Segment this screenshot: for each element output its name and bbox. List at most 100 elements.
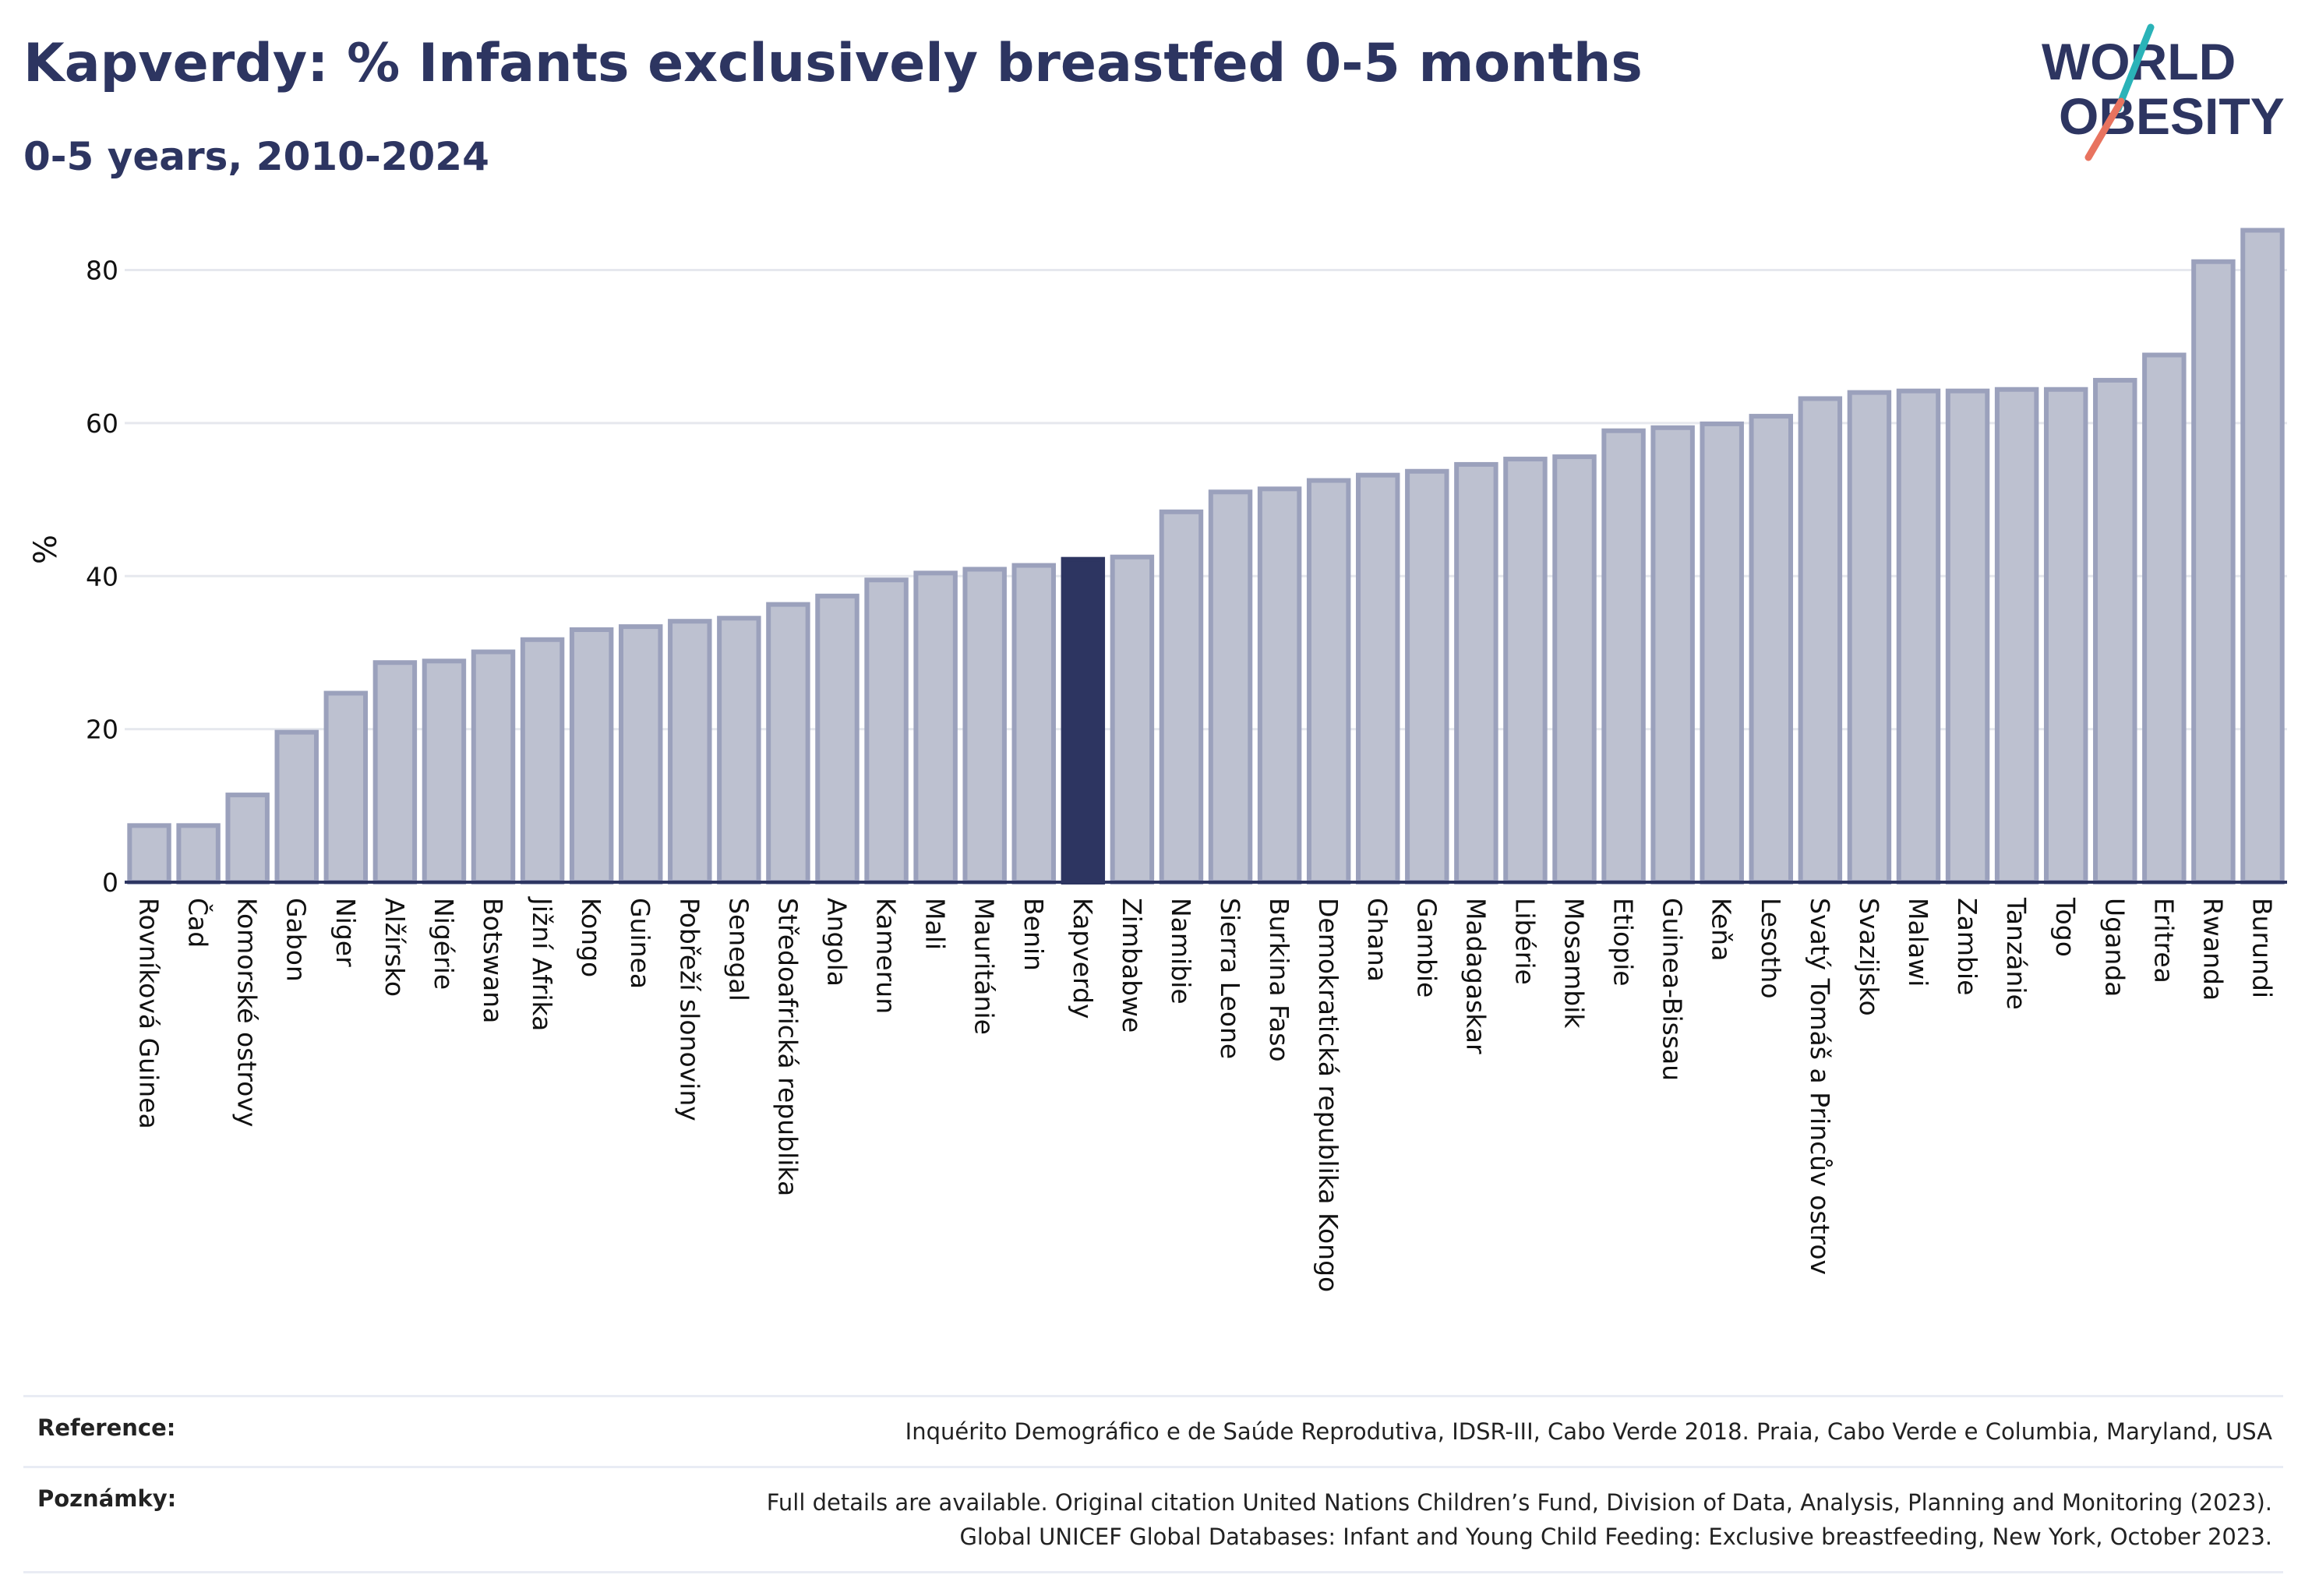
bar[interactable] <box>1650 425 1695 885</box>
bar[interactable] <box>176 823 221 885</box>
x-tick-label: Etiopie <box>1608 898 1639 987</box>
world-obesity-logo: WORLD OBESITY <box>2042 23 2285 161</box>
bar[interactable] <box>1601 428 1646 885</box>
bar[interactable] <box>225 793 270 885</box>
bar[interactable] <box>766 602 810 885</box>
bar[interactable] <box>1503 457 1548 885</box>
bar[interactable] <box>372 660 418 885</box>
footer: Reference: Inquérito Demográfico e de Sa… <box>23 1395 2283 1573</box>
bar[interactable] <box>1011 563 1056 885</box>
logo-slash-coral <box>2084 97 2125 161</box>
bar[interactable] <box>1847 390 1892 885</box>
x-tick-label: Guinea <box>625 898 655 989</box>
x-tick-label: Libérie <box>1509 898 1540 985</box>
bar[interactable] <box>864 577 909 885</box>
x-tick-label: Pobřeží slonoviny <box>674 898 704 1121</box>
notes-label: Poznámky: <box>37 1485 177 1512</box>
x-tick-label: Nigérie <box>429 898 459 990</box>
x-tick-label: Mauritánie <box>969 898 1000 1035</box>
bar[interactable] <box>1994 387 2039 885</box>
bar[interactable] <box>520 637 565 885</box>
x-tick-label: Mosambik <box>1559 898 1590 1029</box>
x-tick-label: Burundi <box>2247 898 2277 998</box>
notes-row: Poznámky: Full details are available. Or… <box>23 1466 2283 1573</box>
bar[interactable] <box>1749 414 1794 885</box>
notes-line-2: Global UNICEF Global Databases: Infant a… <box>959 1524 2272 1550</box>
bar[interactable] <box>1257 486 1302 885</box>
bars <box>127 228 2285 885</box>
chart-subtitle: 0-5 years, 2010-2024 <box>23 134 489 179</box>
reference-row: Reference: Inquérito Demográfico e de Sa… <box>23 1395 2283 1466</box>
x-tick-label: Burkina Faso <box>1264 898 1294 1062</box>
x-tick-label: Lesotho <box>1756 898 1786 999</box>
bar[interactable] <box>1700 421 1744 885</box>
bar[interactable] <box>618 624 663 885</box>
bar[interactable] <box>274 729 319 885</box>
bar[interactable] <box>1945 388 1990 885</box>
x-tick-label: Kamerun <box>871 898 902 1014</box>
bar[interactable] <box>2093 377 2137 885</box>
x-axis-ticks: Rovníková Guinea Čad Komorské ostrovy Gabon… <box>134 896 2278 1292</box>
bar[interactable] <box>1306 478 1351 885</box>
bar[interactable] <box>913 570 958 885</box>
bar[interactable] <box>1896 388 1941 885</box>
chart-title: Kapverdy: % Infants exclusively breastfe… <box>23 33 1643 94</box>
bar[interactable] <box>668 619 712 885</box>
bar[interactable] <box>1110 554 1155 885</box>
x-tick-label: Zimbabwe <box>1117 898 1147 1033</box>
bar[interactable] <box>422 659 467 885</box>
bar[interactable] <box>1798 396 1843 885</box>
x-tick-label: Alžírsko <box>379 898 410 997</box>
bar[interactable] <box>1405 468 1449 885</box>
x-tick-label: Rovníková Guinea <box>134 898 164 1129</box>
x-tick-label: Rwanda <box>2197 898 2228 1001</box>
x-tick-label: Zambie <box>1952 898 1982 995</box>
x-tick-label: Čad <box>183 898 214 948</box>
x-tick-label: Angola <box>821 898 852 987</box>
bar[interactable] <box>1208 489 1253 885</box>
bar[interactable] <box>962 567 1007 885</box>
x-tick-label: Uganda <box>2099 898 2130 997</box>
x-tick-label: Komorské ostrovy <box>232 898 263 1127</box>
y-tick-label: 20 <box>86 715 118 745</box>
x-tick-label: Malawi <box>1903 898 1933 987</box>
x-tick-label: Gambie <box>1411 898 1442 998</box>
y-axis-ticks: 0 20 40 60 80 <box>86 256 118 898</box>
x-tick-label: Benin <box>1018 898 1049 971</box>
x-tick-label: Ghana <box>1362 898 1393 982</box>
bar[interactable] <box>1159 509 1204 885</box>
x-tick-label: Svazijsko <box>1854 898 1884 1016</box>
bar[interactable] <box>2240 228 2285 885</box>
y-tick-label: 60 <box>86 408 118 439</box>
y-axis-label: % <box>28 535 64 564</box>
reference-text: Inquérito Demográfico e de Saúde Reprodu… <box>905 1418 2272 1445</box>
x-tick-label: Svatý Tomáš a Princův ostrov <box>1805 898 1835 1275</box>
x-tick-label: Niger <box>330 898 361 967</box>
x-tick-label: Sierra Leone <box>1215 898 1245 1059</box>
notes-line-1: Full details are available. Original cit… <box>766 1489 2272 1516</box>
bar[interactable] <box>569 627 614 885</box>
x-tick-label: Mali <box>920 898 951 950</box>
bar[interactable] <box>815 593 860 885</box>
bar[interactable] <box>1454 461 1498 885</box>
bar[interactable] <box>717 616 761 885</box>
x-tick-label: Eritrea <box>2148 898 2179 983</box>
bar[interactable] <box>471 649 516 885</box>
bar[interactable] <box>2142 352 2187 885</box>
bar[interactable] <box>2043 387 2088 885</box>
bar-chart: 0 20 40 60 80 % Rovníková Guinea Čad Komorské … <box>28 228 2287 1292</box>
bar[interactable] <box>1552 454 1597 885</box>
x-tick-label: Jižní Afrika <box>527 896 557 1031</box>
bar[interactable] <box>323 690 369 885</box>
bar[interactable] <box>2191 259 2236 885</box>
logo-word-obesity: OBESITY <box>2059 87 2285 145</box>
x-tick-label: Botswana <box>478 898 508 1023</box>
y-tick-label: 80 <box>86 256 118 286</box>
x-tick-label: Kongo <box>576 898 606 977</box>
bar[interactable] <box>1356 472 1400 885</box>
bar[interactable] <box>127 823 171 885</box>
x-tick-label: Tanzánie <box>2001 897 2031 1010</box>
notes-text: Full details are available. Original cit… <box>767 1485 2272 1554</box>
reference-label: Reference: <box>37 1414 176 1441</box>
bar[interactable] <box>1061 556 1106 885</box>
